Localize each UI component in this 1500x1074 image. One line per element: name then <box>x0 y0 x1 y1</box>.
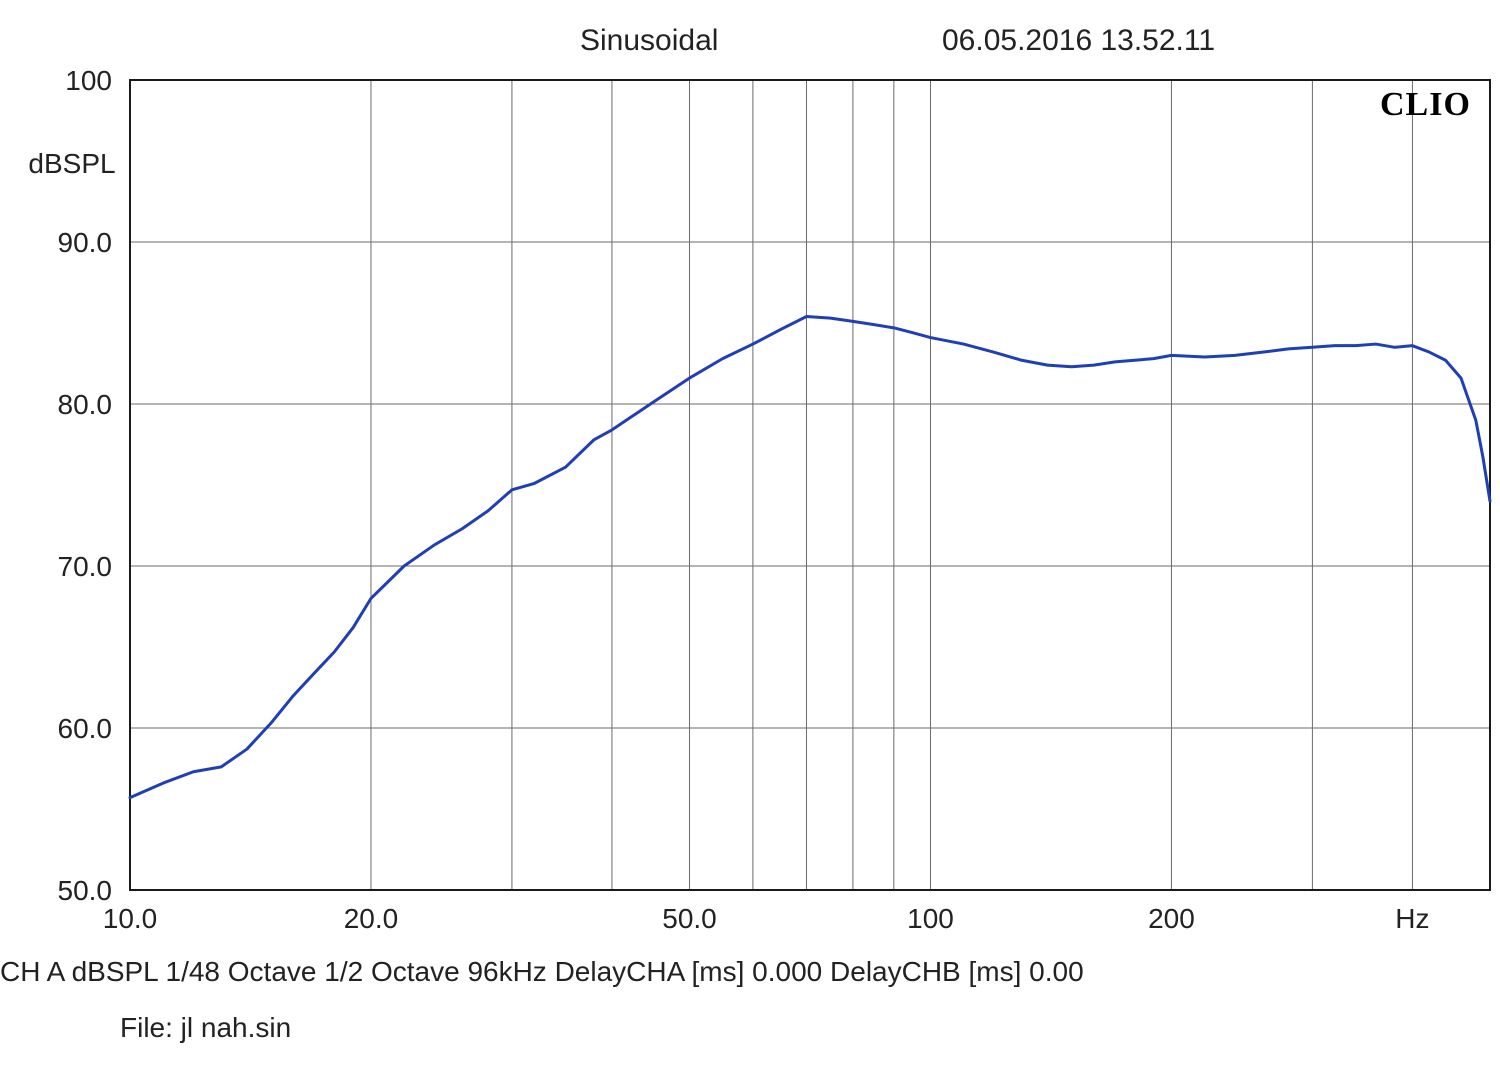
chart-title: Sinusoidal <box>580 24 718 58</box>
svg-text:100: 100 <box>907 903 954 934</box>
svg-text:20.0: 20.0 <box>344 903 399 934</box>
svg-text:80.0: 80.0 <box>58 389 113 420</box>
svg-text:60.0: 60.0 <box>58 713 113 744</box>
svg-text:50.0: 50.0 <box>662 903 717 934</box>
svg-text:70.0: 70.0 <box>58 551 113 582</box>
svg-text:10.0: 10.0 <box>103 903 158 934</box>
svg-text:200: 200 <box>1148 903 1195 934</box>
page-root: Sinusoidal 06.05.2016 13.52.11 50.0 60.0 7… <box>0 0 1500 1074</box>
svg-text:90.0: 90.0 <box>58 227 113 258</box>
footer-line-1: CH A dBSPL 1/48 Octave 1/2 Octave 96kHz … <box>0 956 1084 988</box>
watermark-label: CLIO <box>1380 86 1471 124</box>
chart-canvas: 50.0 60.0 70.0 80.0 90.0 100 dBSPL 10.0 20.0 50.0… <box>0 0 1500 960</box>
footer-line-2: File: jl nah.sin <box>120 1012 291 1044</box>
svg-text:50.0: 50.0 <box>58 875 113 906</box>
svg-text:dBSPL: dBSPL <box>28 148 115 179</box>
svg-text:100: 100 <box>65 65 112 96</box>
svg-text:Hz: Hz <box>1395 903 1429 934</box>
chart-timestamp: 06.05.2016 13.52.11 <box>942 24 1215 58</box>
